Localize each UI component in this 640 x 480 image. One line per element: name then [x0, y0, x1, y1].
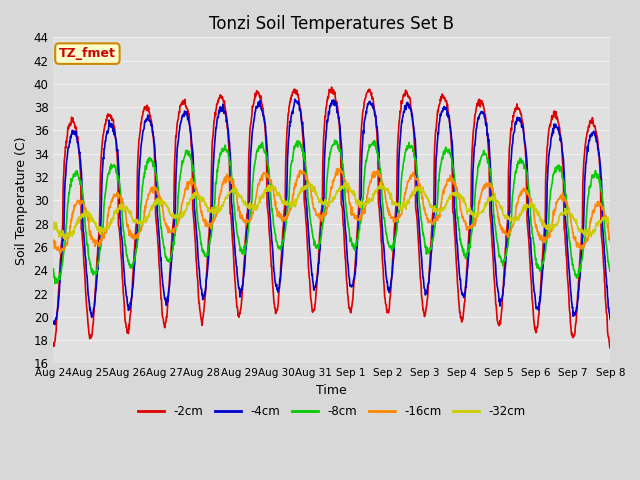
X-axis label: Time: Time: [316, 384, 348, 397]
Legend: -2cm, -4cm, -8cm, -16cm, -32cm: -2cm, -4cm, -8cm, -16cm, -32cm: [133, 400, 531, 423]
Title: Tonzi Soil Temperatures Set B: Tonzi Soil Temperatures Set B: [209, 15, 454, 33]
Text: TZ_fmet: TZ_fmet: [59, 47, 116, 60]
Y-axis label: Soil Temperature (C): Soil Temperature (C): [15, 136, 28, 264]
